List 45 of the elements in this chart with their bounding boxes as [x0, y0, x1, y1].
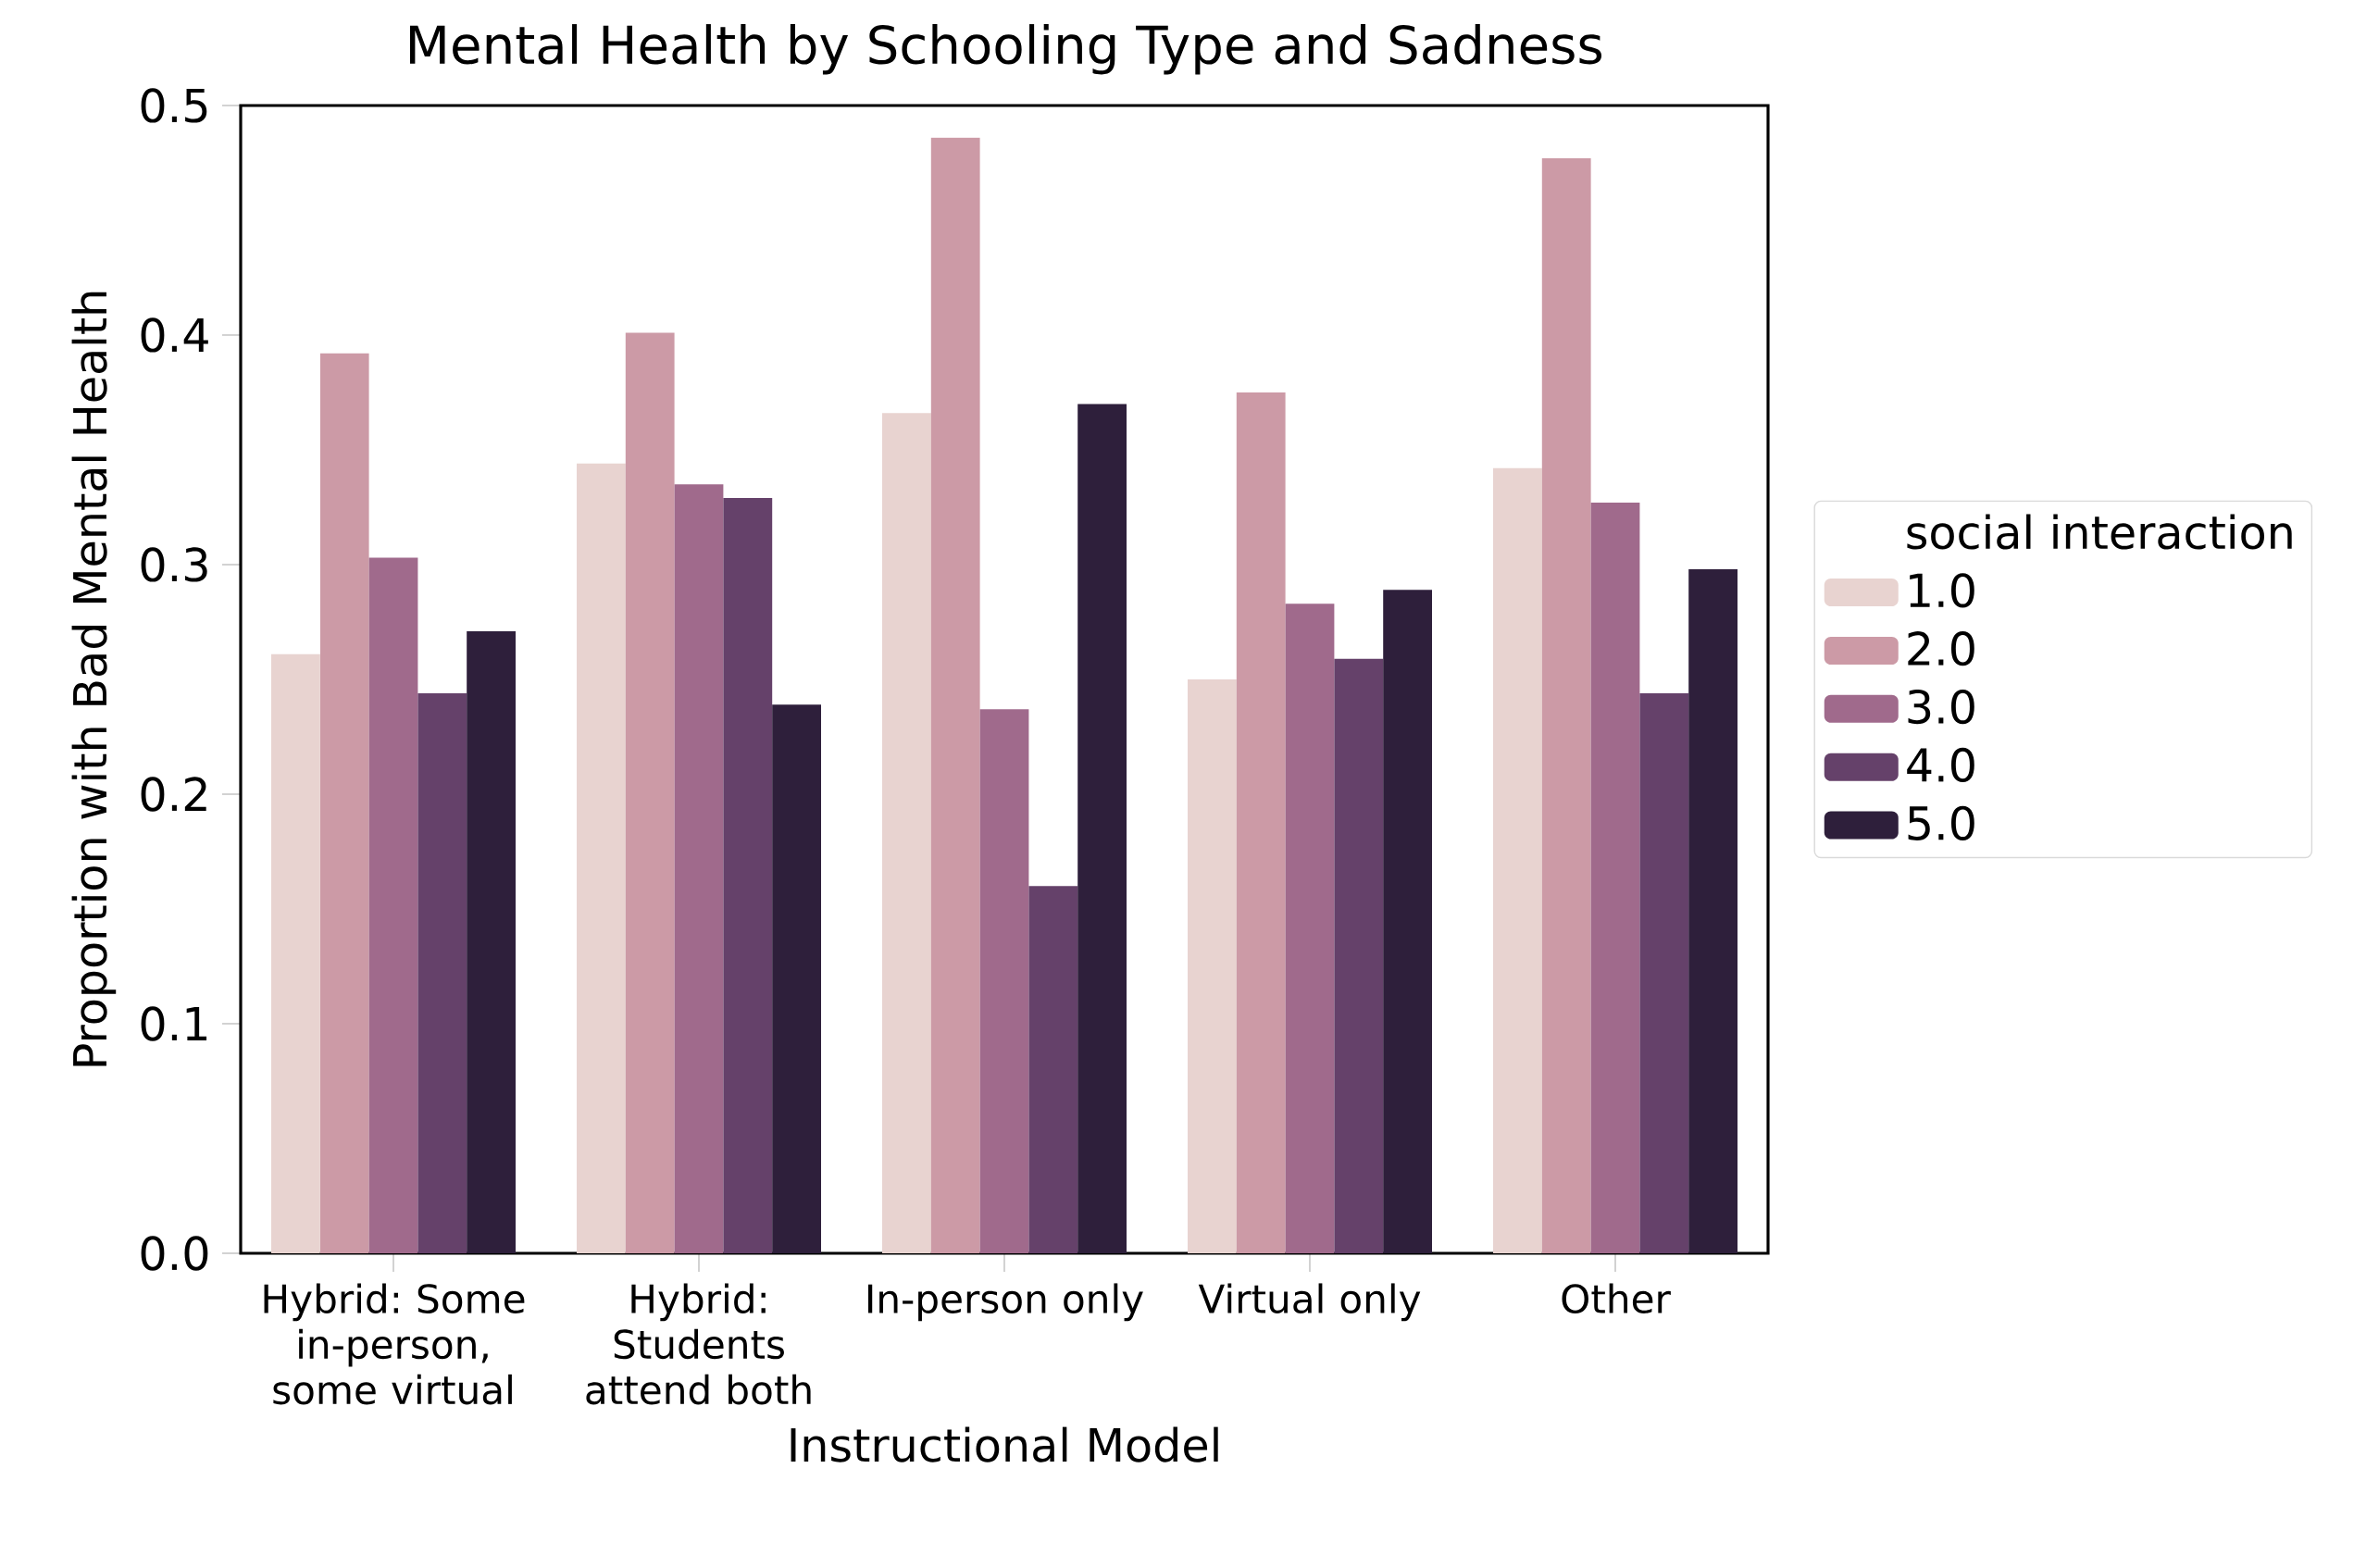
bar — [625, 332, 675, 1253]
bar — [723, 498, 773, 1253]
bar — [979, 709, 1029, 1253]
bar — [1541, 158, 1591, 1253]
bar — [368, 557, 418, 1253]
legend-title: social interaction — [1907, 514, 2292, 550]
bar — [417, 692, 467, 1253]
legend-label: 2.0 — [1908, 631, 1974, 666]
bar — [1334, 658, 1384, 1253]
bar — [467, 630, 517, 1253]
legend-label: 4.0 — [1907, 747, 1974, 783]
bar — [1639, 692, 1689, 1253]
bar — [1493, 467, 1542, 1253]
x-tick-label: Other — [1562, 1283, 1671, 1314]
bar — [1236, 392, 1286, 1253]
bar — [1028, 886, 1078, 1253]
legend-label: 5.0 — [1908, 805, 1974, 840]
x-tick-label: Hybrid: Some in-person, some virtual — [264, 1283, 525, 1405]
bar — [1077, 404, 1127, 1253]
bar — [1285, 604, 1335, 1253]
bar — [271, 653, 320, 1253]
y-tick-label: 0.4 — [141, 317, 208, 353]
bar — [1188, 679, 1237, 1253]
x-axis-title: Instructional Model — [791, 1426, 1218, 1462]
bar — [1383, 590, 1432, 1253]
bar — [1688, 568, 1738, 1253]
y-tick-label: 0.5 — [141, 88, 207, 123]
bar — [882, 413, 931, 1253]
y-tick-label: 0.1 — [141, 1006, 207, 1041]
legend-label: 3.0 — [1908, 689, 1974, 725]
x-tick-label: In-person only — [868, 1283, 1143, 1322]
x-tick-label: Virtual only — [1198, 1283, 1421, 1322]
y-tick-label: 0.3 — [141, 547, 207, 582]
y-tick-label: 0.2 — [141, 777, 206, 812]
bar — [319, 353, 369, 1253]
bar — [674, 484, 724, 1253]
legend-label: 1.0 — [1910, 573, 1974, 608]
y-tick-label: 0.0 — [141, 1236, 208, 1271]
chart-title: Mental Health by Schooling Type and Sadness — [409, 24, 1602, 75]
y-axis-title: Proportion with Bad Mental Health — [71, 292, 117, 1066]
bar — [772, 704, 821, 1253]
bar — [1590, 503, 1640, 1253]
bar — [930, 137, 980, 1253]
bar — [577, 463, 626, 1253]
x-tick-label: Hybrid: Students attend both — [586, 1283, 811, 1405]
